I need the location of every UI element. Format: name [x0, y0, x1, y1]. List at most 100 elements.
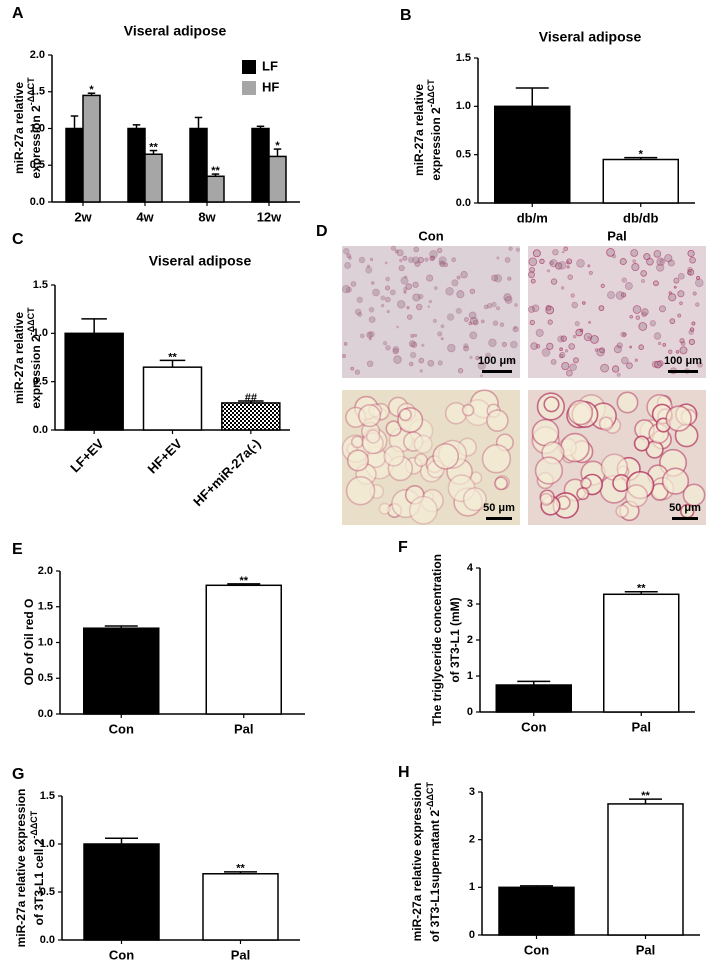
cell: [479, 374, 484, 378]
cell: [569, 363, 577, 372]
cell: [649, 320, 657, 327]
cell: [393, 355, 402, 364]
cell: [560, 286, 565, 290]
cell: [659, 259, 664, 264]
cell: [695, 302, 700, 307]
y-tick-label: 1.0: [456, 100, 471, 112]
cell: [457, 368, 464, 374]
cell: [572, 334, 577, 339]
cell: [629, 314, 634, 319]
cell: [496, 256, 500, 260]
y-tick-label: 4: [467, 562, 474, 574]
significance-label: ##: [245, 392, 257, 404]
cell: [358, 256, 366, 264]
cell: [653, 280, 659, 287]
cell: [385, 420, 402, 437]
y-tick-label: 1.0: [38, 636, 53, 648]
cell: [514, 303, 518, 307]
cell: [390, 245, 397, 251]
chart-title: Viseral adipose: [539, 29, 642, 45]
y-axis-label: miR-27a relative: [12, 82, 26, 174]
y-axis-label-text: of 3T3-L1 (mM): [448, 597, 462, 682]
y-axis-label-text: The triglyceride concentration: [430, 554, 444, 726]
y-tick-label: 2: [467, 634, 473, 646]
cell: [687, 249, 695, 258]
cell: [354, 369, 361, 375]
cell: [412, 293, 421, 302]
cell: [600, 283, 605, 289]
micrograph: [342, 246, 520, 378]
y-axis-label: OD of Oil red O: [22, 599, 36, 686]
cell: [560, 432, 590, 463]
cell: [580, 477, 592, 490]
y-tick-label: 2: [469, 834, 475, 846]
cell: [688, 329, 694, 335]
cell: [486, 409, 509, 432]
y-tick-label: 0.5: [456, 149, 471, 161]
cell: [398, 408, 412, 422]
y-tick-label: 0.5: [30, 159, 45, 171]
x-tick-label: Pal: [636, 942, 656, 957]
cell: [384, 285, 391, 291]
cell: [446, 313, 455, 321]
cell: [682, 483, 706, 507]
cell: [396, 300, 406, 309]
y-axis-label-text: miR-27a relative expression: [410, 783, 424, 942]
y-tick-label: 1.5: [40, 790, 55, 802]
cell: [566, 369, 573, 377]
cell: [557, 261, 567, 270]
cell: [491, 274, 498, 282]
cell: [673, 285, 677, 289]
cell: [561, 361, 570, 371]
cell: [348, 256, 352, 260]
cell: [392, 345, 400, 353]
panel-label: E: [12, 541, 23, 558]
cell: [445, 287, 454, 296]
scale-bar: [672, 517, 698, 520]
cell: [433, 286, 438, 291]
cell: [480, 319, 485, 324]
cell: [436, 247, 443, 254]
y-axis-label-text: miR-27a relative expression: [14, 789, 28, 948]
cell: [396, 249, 404, 257]
cell: [612, 365, 620, 373]
cell: [380, 303, 385, 308]
cell: [677, 290, 685, 298]
y-tick-label: 3: [469, 786, 475, 798]
bar: [83, 627, 160, 715]
cell: [531, 304, 540, 313]
cell: [570, 293, 575, 298]
cell: [410, 341, 418, 348]
cell: [414, 260, 421, 267]
x-tick-label: HF+miR-27a(-): [190, 436, 263, 509]
cell: [386, 309, 390, 314]
cell: [503, 293, 512, 302]
cell: [571, 301, 578, 309]
cell: [469, 331, 478, 340]
cell: [406, 306, 410, 310]
cell: [429, 255, 435, 262]
cell: [550, 359, 557, 365]
y-axis-label-text: of 3T3-L1 cell 2: [32, 838, 46, 925]
cell: [408, 361, 414, 367]
y-tick-label: 3: [467, 598, 473, 610]
cell: [543, 396, 560, 413]
y-tick-label: 0.0: [40, 934, 55, 946]
bar: [64, 332, 124, 431]
cell: [394, 249, 399, 254]
cell: [491, 301, 497, 308]
significance-label: **: [239, 575, 248, 587]
cell: [409, 351, 417, 359]
cell: [359, 333, 365, 339]
cell: [653, 332, 662, 340]
cell: [488, 338, 497, 347]
cell: [343, 342, 348, 346]
cell: [619, 258, 627, 266]
cell: [576, 487, 590, 501]
cell: [432, 318, 437, 324]
cell: [530, 278, 536, 284]
cell: [606, 248, 615, 257]
cell: [616, 391, 639, 414]
y-tick-label: 2.0: [30, 49, 45, 61]
cell: [534, 456, 564, 485]
